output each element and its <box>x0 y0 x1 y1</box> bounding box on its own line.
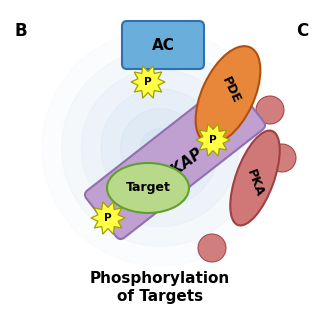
Text: P: P <box>144 77 152 87</box>
Circle shape <box>42 30 278 266</box>
Circle shape <box>256 96 284 124</box>
Circle shape <box>62 50 258 246</box>
Ellipse shape <box>230 131 280 225</box>
Polygon shape <box>91 202 125 234</box>
Polygon shape <box>196 124 230 156</box>
Text: P: P <box>209 135 217 145</box>
Text: P: P <box>104 213 112 223</box>
Text: AKAP: AKAP <box>160 146 206 186</box>
Circle shape <box>268 144 296 172</box>
FancyBboxPatch shape <box>122 21 204 69</box>
Text: PKA: PKA <box>244 167 266 198</box>
Text: of Targets: of Targets <box>117 290 203 305</box>
Ellipse shape <box>196 46 260 144</box>
Text: AC: AC <box>152 37 174 52</box>
Text: PDE: PDE <box>219 75 243 105</box>
Text: Target: Target <box>125 181 171 195</box>
Polygon shape <box>131 66 165 98</box>
Text: B: B <box>14 22 27 40</box>
Text: Phosphorylation: Phosphorylation <box>90 270 230 285</box>
Circle shape <box>121 109 199 187</box>
FancyBboxPatch shape <box>85 81 265 239</box>
Circle shape <box>81 69 239 227</box>
Circle shape <box>140 128 180 168</box>
Text: C: C <box>296 22 308 40</box>
Circle shape <box>101 89 219 207</box>
Ellipse shape <box>107 163 189 213</box>
Circle shape <box>198 234 226 262</box>
